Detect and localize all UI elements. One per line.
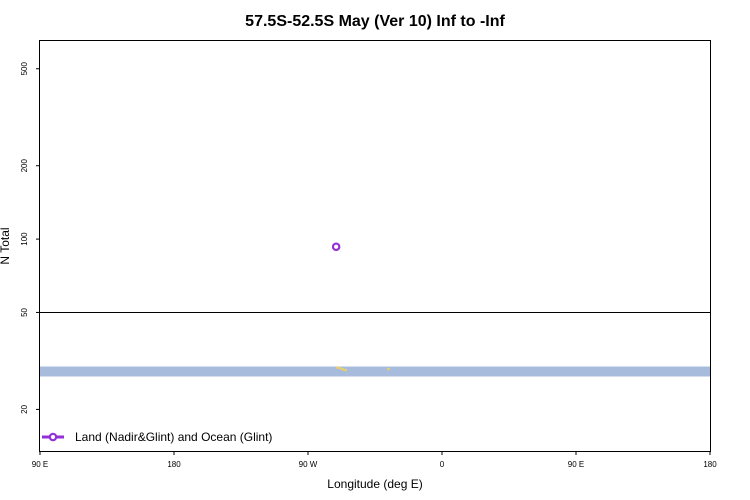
y-tick-label: 20 <box>20 404 29 413</box>
legend-label: Land (Nadir&Glint) and Ocean (Glint) <box>75 430 272 444</box>
plot-area <box>40 242 710 377</box>
legend: Land (Nadir&Glint) and Ocean (Glint) <box>42 430 272 444</box>
x-tick-label: 90 E <box>568 460 584 469</box>
x-axis-label: Longitude (deg E) <box>327 477 422 491</box>
y-axis-label: N Total <box>0 227 12 264</box>
land-feature <box>336 366 339 369</box>
data-point <box>331 242 341 252</box>
plot-frame <box>39 40 711 452</box>
land-band <box>40 366 710 377</box>
x-tick-label: 180 <box>703 460 717 469</box>
land-feature <box>387 367 390 371</box>
land-feature <box>344 368 347 372</box>
x-tick-label: 180 <box>167 460 181 469</box>
y-tick-label: 100 <box>20 232 29 246</box>
x-tick-label: 90 E <box>32 460 48 469</box>
y-tick-label: 500 <box>20 62 29 76</box>
x-tick-label: 0 <box>440 460 445 469</box>
y-axis-ticks: 20 50 100 200 500 <box>20 62 40 414</box>
y-tick-label: 50 <box>20 307 29 316</box>
land-feature <box>341 368 345 371</box>
y-tick-label: 200 <box>20 159 29 173</box>
x-axis-ticks: 90 E 180 90 W 0 90 E 180 <box>32 451 717 469</box>
legend-marker <box>48 432 58 442</box>
chart-title: 57.5S-52.5S May (Ver 10) Inf to -Inf <box>245 13 505 30</box>
land-feature <box>338 366 342 370</box>
x-tick-label: 90 W <box>299 460 318 469</box>
